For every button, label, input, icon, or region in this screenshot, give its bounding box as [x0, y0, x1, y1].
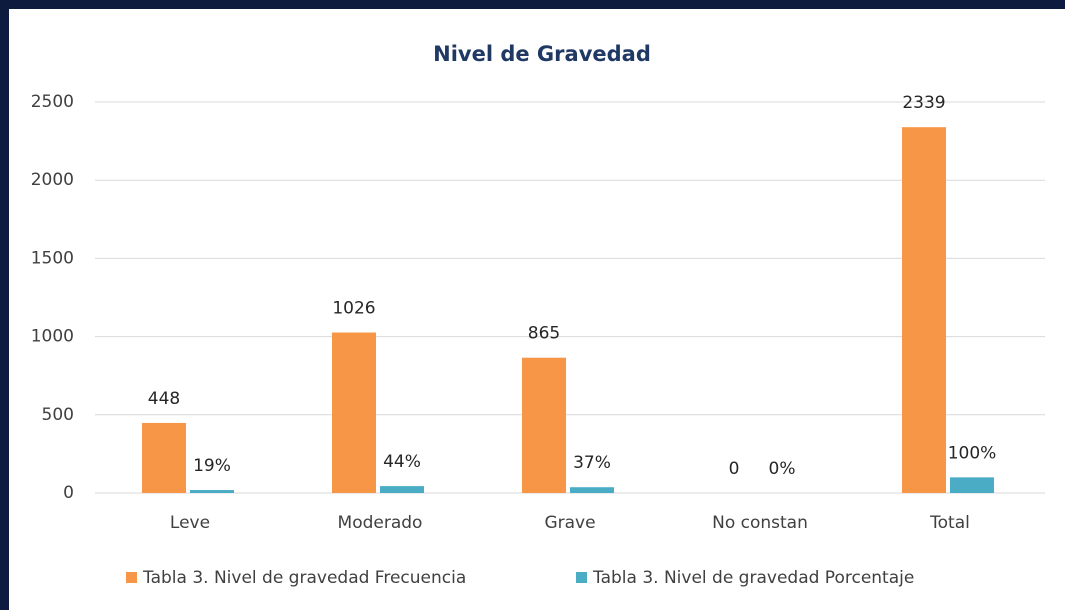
legend-label: Tabla 3. Nivel de gravedad Porcentaje	[592, 568, 914, 588]
y-tick-label: 500	[42, 405, 74, 425]
x-tick-label: No constan	[712, 513, 808, 533]
legend-label: Tabla 3. Nivel de gravedad Frecuencia	[142, 568, 466, 588]
y-tick-label: 2500	[31, 92, 74, 112]
data-label: 1026	[332, 299, 375, 319]
y-tick-label: 2000	[31, 170, 74, 190]
data-label: 865	[528, 324, 560, 344]
y-tick-label: 0	[63, 483, 74, 503]
y-tick-label: 1500	[31, 248, 74, 268]
frame-top	[0, 0, 1065, 9]
data-label: 0%	[769, 459, 796, 479]
frame-left	[0, 0, 9, 610]
y-tick-label: 1000	[31, 327, 74, 347]
bar	[950, 477, 994, 493]
bar	[190, 490, 234, 493]
bar	[142, 422, 186, 493]
data-label: 448	[148, 389, 180, 409]
bar	[570, 487, 614, 493]
data-label: 0	[729, 459, 740, 479]
data-label: 19%	[193, 456, 231, 476]
bar	[522, 357, 566, 493]
x-tick-label: Total	[929, 513, 970, 533]
data-label: 100%	[948, 443, 997, 463]
legend-swatch	[576, 572, 587, 583]
bar	[332, 332, 376, 493]
data-label: 2339	[902, 93, 945, 113]
data-label: 44%	[383, 452, 421, 472]
legend-swatch	[126, 572, 137, 583]
bar	[902, 127, 946, 494]
bar	[380, 486, 424, 493]
chart-title: Nivel de Gravedad	[433, 42, 651, 66]
x-tick-label: Grave	[544, 513, 595, 533]
x-tick-label: Leve	[170, 513, 210, 533]
x-tick-label: Moderado	[338, 513, 423, 533]
data-label: 37%	[573, 453, 611, 473]
